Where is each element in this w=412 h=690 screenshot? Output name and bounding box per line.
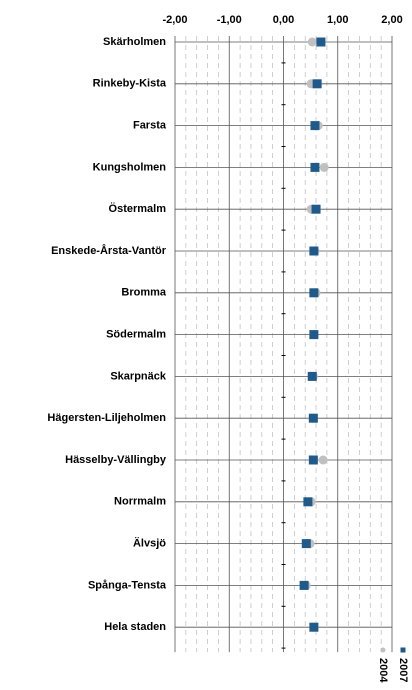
square [309,330,319,340]
square [309,288,319,298]
square [311,204,321,214]
y-tick-label: Södermalm [106,329,166,341]
x-tick-label: -1,00 [217,14,242,26]
square [308,413,318,423]
square [312,79,322,89]
legend-label: 2004 [377,658,389,683]
y-tick-label: Rinkeby-Kista [93,78,167,90]
legend-marker [380,647,386,653]
y-tick-label: Spånga-Tensta [88,579,167,591]
square [316,37,326,47]
dot [307,37,317,47]
y-tick-label: Skarpnäck [110,370,167,382]
dot [319,162,329,172]
square [301,539,311,549]
y-tick-label: Enskede-Årsta-Vantör [51,244,167,257]
y-tick-label: Hela staden [104,621,166,633]
y-tick-label: Hägersten-Liljeholmen [47,412,166,424]
y-tick-label: Bromma [121,287,167,299]
x-tick-label: -2,00 [162,14,187,26]
y-tick-label: Kungsholmen [93,161,167,173]
square [308,455,318,465]
x-tick-label: 2,00 [381,14,402,26]
square [310,121,320,131]
square [309,622,319,632]
y-tick-label: Skärholmen [103,36,166,48]
y-tick-label: Hässelby-Vällingby [65,454,167,466]
square [299,580,309,590]
square [309,246,319,256]
y-tick-label: Norrmalm [114,496,166,508]
square [307,371,317,381]
dot [318,455,328,465]
x-tick-label: 1,00 [327,14,348,26]
square [303,497,313,507]
square [310,162,320,172]
legend-label: 2007 [397,658,409,682]
y-tick-label: Östermalm [109,202,167,215]
legend-marker [400,647,406,653]
x-tick-label: 0,00 [273,14,294,26]
y-tick-label: Farsta [133,120,167,132]
y-tick-label: Älvsjö [133,537,166,550]
